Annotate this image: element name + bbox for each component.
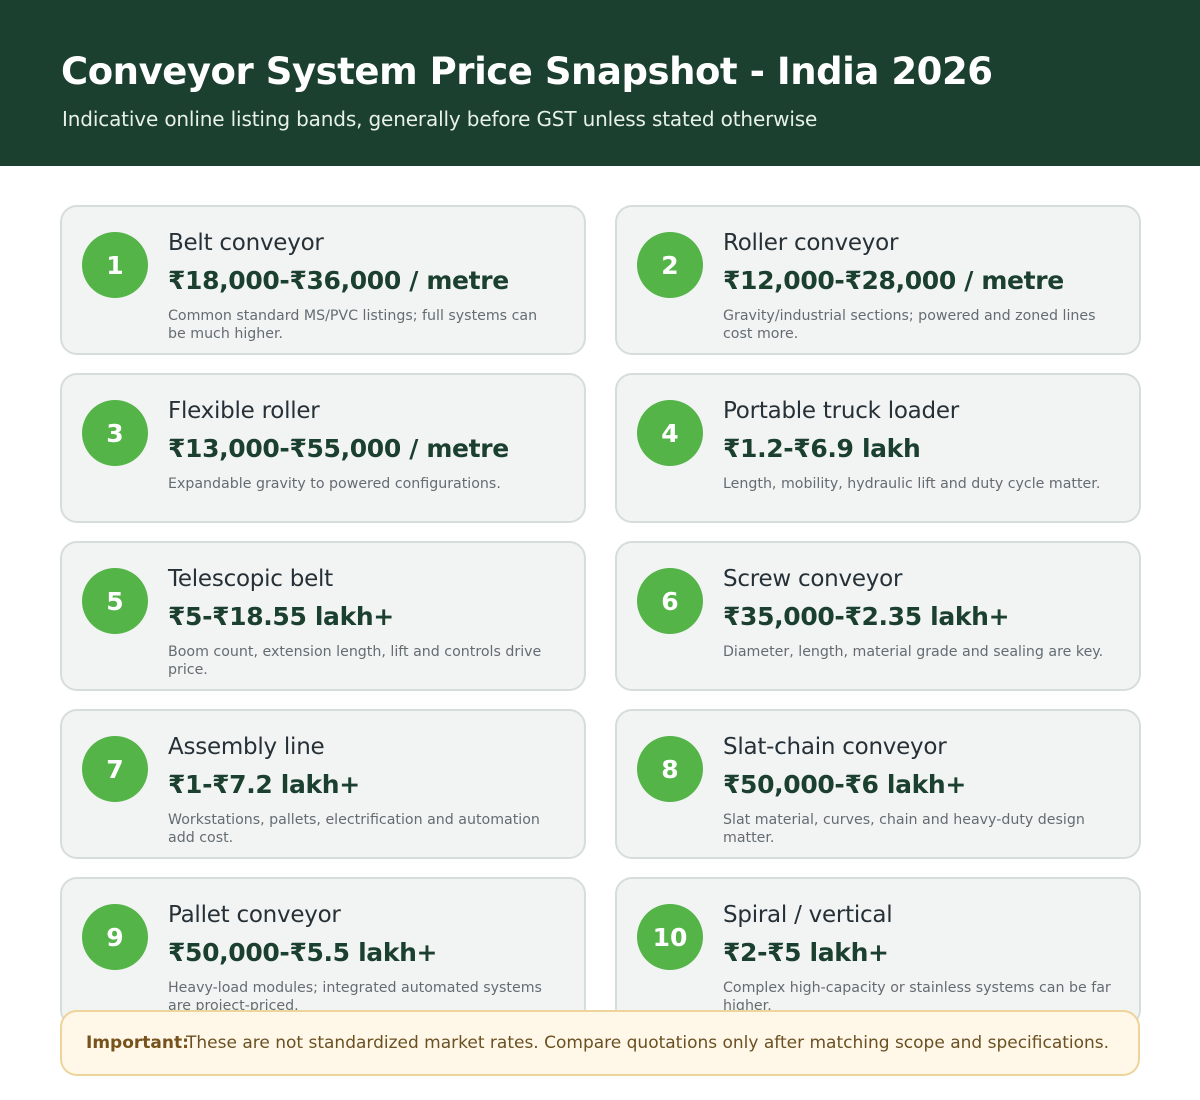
card-number-badge: 1 xyxy=(82,232,148,298)
card-note: Diameter, length, material grade and sea… xyxy=(723,644,1104,660)
card-number-badge: 4 xyxy=(637,400,703,466)
card-title: Roller conveyor xyxy=(723,230,899,256)
card-price: ₹13,000-₹55,000 / metre xyxy=(168,434,509,463)
card-title: Flexible roller xyxy=(168,398,320,424)
card-number-badge: 5 xyxy=(82,568,148,634)
card-title: Portable truck loader xyxy=(723,398,959,424)
page-title: Conveyor System Price Snapshot - India 2… xyxy=(61,50,993,93)
card-price: ₹50,000-₹6 lakh+ xyxy=(723,770,966,799)
price-card-flexible-roller: 3 Flexible roller ₹13,000-₹55,000 / metr… xyxy=(60,373,586,523)
page-header: Conveyor System Price Snapshot - India 2… xyxy=(0,0,1200,166)
card-price: ₹1.2-₹6.9 lakh xyxy=(723,434,921,463)
card-number-badge: 10 xyxy=(637,904,703,970)
card-title: Belt conveyor xyxy=(168,230,324,256)
card-title: Assembly line xyxy=(168,734,325,760)
card-number-badge: 9 xyxy=(82,904,148,970)
card-price: ₹50,000-₹5.5 lakh+ xyxy=(168,938,438,967)
important-message: These are not standardized market rates.… xyxy=(186,1033,1110,1053)
card-title: Spiral / vertical xyxy=(723,902,893,928)
price-card-screw-conveyor: 6 Screw conveyor ₹35,000-₹2.35 lakh+ Dia… xyxy=(615,541,1141,691)
card-price: ₹5-₹18.55 lakh+ xyxy=(168,602,394,631)
card-title: Slat-chain conveyor xyxy=(723,734,947,760)
price-card-assembly-line: 7 Assembly line ₹1-₹7.2 lakh+ Workstatio… xyxy=(60,709,586,859)
card-title: Pallet conveyor xyxy=(168,902,341,928)
card-price: ₹35,000-₹2.35 lakh+ xyxy=(723,602,1010,631)
card-note: Slat material, curves, chain and heavy-d… xyxy=(723,812,1085,846)
important-label: Important: xyxy=(86,1033,189,1053)
card-price: ₹12,000-₹28,000 / metre xyxy=(723,266,1064,295)
page-subtitle: Indicative online listing bands, general… xyxy=(62,107,818,131)
card-price: ₹2-₹5 lakh+ xyxy=(723,938,889,967)
card-note: Length, mobility, hydraulic lift and dut… xyxy=(723,476,1101,492)
price-card-roller-conveyor: 2 Roller conveyor ₹12,000-₹28,000 / metr… xyxy=(615,205,1141,355)
price-card-telescopic-belt: 5 Telescopic belt ₹5-₹18.55 lakh+ Boom c… xyxy=(60,541,586,691)
card-note: Workstations, pallets, electrification a… xyxy=(168,812,540,846)
important-notice: Important: These are not standardized ma… xyxy=(60,1010,1140,1076)
card-note: Expandable gravity to powered configurat… xyxy=(168,476,501,492)
card-note: Boom count, extension length, lift and c… xyxy=(168,644,542,678)
card-number-badge: 2 xyxy=(637,232,703,298)
price-card-belt-conveyor: 1 Belt conveyor ₹18,000-₹36,000 / metre … xyxy=(60,205,586,355)
card-price: ₹18,000-₹36,000 / metre xyxy=(168,266,509,295)
price-card-portable-truck-loader: 4 Portable truck loader ₹1.2-₹6.9 lakh L… xyxy=(615,373,1141,523)
price-card-spiral-vertical: 10 Spiral / vertical ₹2-₹5 lakh+ Complex… xyxy=(615,877,1141,1027)
card-note: Gravity/industrial sections; powered and… xyxy=(723,308,1096,342)
card-title: Screw conveyor xyxy=(723,566,903,592)
card-price: ₹1-₹7.2 lakh+ xyxy=(168,770,360,799)
card-number-badge: 3 xyxy=(82,400,148,466)
price-card-pallet-conveyor: 9 Pallet conveyor ₹50,000-₹5.5 lakh+ Hea… xyxy=(60,877,586,1027)
card-number-badge: 7 xyxy=(82,736,148,802)
card-note: Common standard MS/PVC listings; full sy… xyxy=(168,308,538,342)
card-number-badge: 8 xyxy=(637,736,703,802)
price-card-slat-chain-conveyor: 8 Slat-chain conveyor ₹50,000-₹6 lakh+ S… xyxy=(615,709,1141,859)
card-number-badge: 6 xyxy=(637,568,703,634)
card-title: Telescopic belt xyxy=(168,566,333,592)
